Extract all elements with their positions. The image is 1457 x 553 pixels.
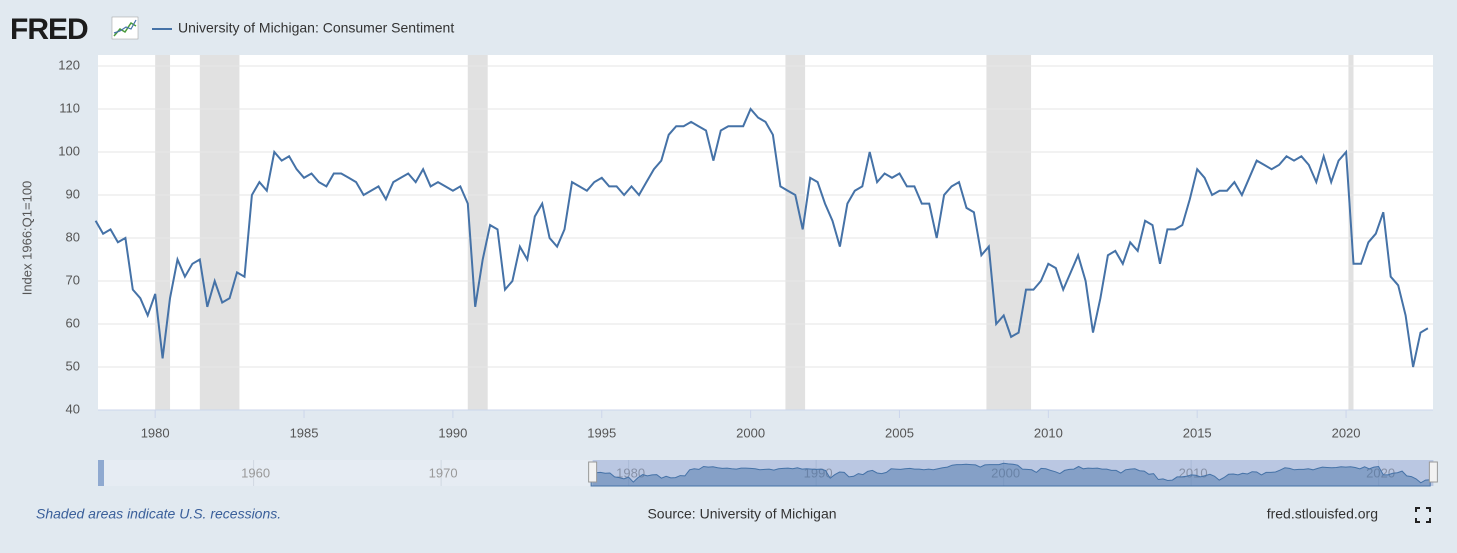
y-tick-label: 80 xyxy=(66,229,80,244)
x-tick-label: 2015 xyxy=(1183,425,1212,440)
plot-area xyxy=(98,55,1433,410)
navigator-tick-label: 2020 xyxy=(1366,465,1395,480)
x-tick-label: 2020 xyxy=(1332,425,1361,440)
source: Source: University of Michigan xyxy=(647,506,836,522)
navigator-handle[interactable] xyxy=(1428,461,1438,483)
recession-band xyxy=(199,55,240,410)
navigator-tick-label: 1980 xyxy=(616,465,645,480)
navigator-tick-label: 2000 xyxy=(991,465,1020,480)
recession-band xyxy=(986,55,1032,410)
x-tick-label: 1990 xyxy=(438,425,467,440)
recession-band xyxy=(785,55,806,410)
logo-icon xyxy=(111,16,139,40)
y-tick-label: 50 xyxy=(66,358,80,373)
x-tick-label: 1985 xyxy=(290,425,319,440)
navigator-tick-label: 1970 xyxy=(429,465,458,480)
navigator-tick-label: 1960 xyxy=(241,465,270,480)
y-tick-label: 110 xyxy=(59,100,80,115)
x-tick-label: 2010 xyxy=(1034,425,1063,440)
y-tick-label: 120 xyxy=(58,57,80,72)
navigator-area xyxy=(590,462,1431,487)
y-tick-label: 90 xyxy=(66,186,80,201)
legend-label[interactable]: University of Michigan: Consumer Sentime… xyxy=(178,20,454,36)
x-tick-label: 1980 xyxy=(141,425,170,440)
recession-band xyxy=(467,55,488,410)
y-tick-label: 100 xyxy=(58,143,80,158)
y-axis-label: Index 1966:Q1=100 xyxy=(19,181,34,296)
navigator xyxy=(98,460,1433,486)
x-tick-label: 1995 xyxy=(587,425,616,440)
recession-note: Shaded areas indicate U.S. recessions. xyxy=(36,506,281,522)
fullscreen-icon[interactable] xyxy=(1415,507,1431,523)
logo: FRED xyxy=(10,13,88,46)
y-tick-label: 70 xyxy=(66,272,80,287)
site[interactable]: fred.stlouisfed.org xyxy=(1267,506,1378,522)
navigator-left-mask xyxy=(98,460,104,486)
series-line xyxy=(94,107,1429,368)
x-tick-label: 2005 xyxy=(885,425,914,440)
y-tick-label: 60 xyxy=(66,315,80,330)
y-tick-label: 40 xyxy=(66,401,80,416)
navigator-handle[interactable] xyxy=(588,461,598,483)
x-tick-label: 2000 xyxy=(736,425,765,440)
